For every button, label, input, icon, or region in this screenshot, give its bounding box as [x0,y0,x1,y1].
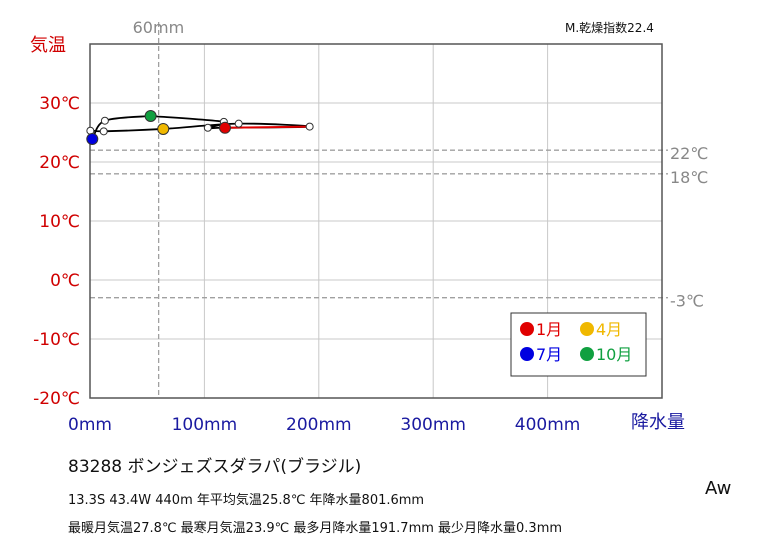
legend-marker-month-1 [520,322,534,336]
month-point-2 [305,122,314,131]
temp-reference-label: 18℃ [670,168,708,187]
x-tick-label: 200mm [286,415,352,435]
reference-lines: 60mm 22℃ 18℃ -3℃ [90,18,708,398]
y-tick-label: 30℃ [39,94,80,114]
x-tick-label: 400mm [515,415,581,435]
highlight-point-month-7 [86,132,99,145]
station-name: 83288 ボンジェズスダラパ(ブラジル) [68,457,362,477]
month-point-8 [100,116,109,125]
info-line-1: 13.3S 43.4W 440m 年平均気温25.8℃ 年降水量801.6mm [68,493,425,508]
legend-label-month-7: 7月 [536,345,562,364]
x-tick-label: 100mm [172,415,238,435]
legend-marker-month-10 [580,347,594,361]
x-axis-label: 降水量 [631,412,685,433]
highlight-point-month-1 [218,121,231,134]
climate-class: Aw [705,478,732,499]
y-tick-label: -10℃ [33,330,80,350]
grid-lines [90,44,662,398]
legend-marker-month-4 [580,322,594,336]
precip-reference-label: 60mm [133,18,185,37]
temp-reference-label: -3℃ [670,292,704,311]
climate-series [86,109,314,145]
legend: 1月 4月 7月 10月 [510,312,647,377]
highlight-point-month-10 [144,109,157,122]
plot-area-border [89,43,663,399]
info-line-2: 最暖月気温27.8℃ 最寒月気温23.9℃ 最多月降水量191.7mm 最少月降… [68,521,563,536]
highlight-point-month-4 [157,122,170,135]
y-axis-label: 気温 [30,35,66,56]
y-tick-label: 10℃ [39,212,80,232]
x-tick-label: 0mm [68,415,112,435]
y-tick-label: -20℃ [33,389,80,409]
legend-box [510,312,647,377]
month-point-12 [203,123,212,132]
temp-reference-label: 22℃ [670,144,708,163]
legend-label-month-4: 4月 [596,320,622,339]
y-tick-label: 20℃ [39,153,80,173]
x-tick-label: 300mm [400,415,466,435]
legend-label-month-10: 10月 [596,345,632,364]
tick-labels: 30℃ 20℃ 10℃ 0℃ -10℃ -20℃ 0mm 100mm 200mm 300mm 400… [33,94,580,435]
y-tick-label: 0℃ [50,271,80,291]
dryness-index: M.乾燥指数22.4 [565,20,654,35]
legend-marker-month-7 [520,347,534,361]
month-point-5 [99,127,108,136]
legend-label-month-1: 1月 [536,320,562,339]
month-point-3 [234,119,243,128]
